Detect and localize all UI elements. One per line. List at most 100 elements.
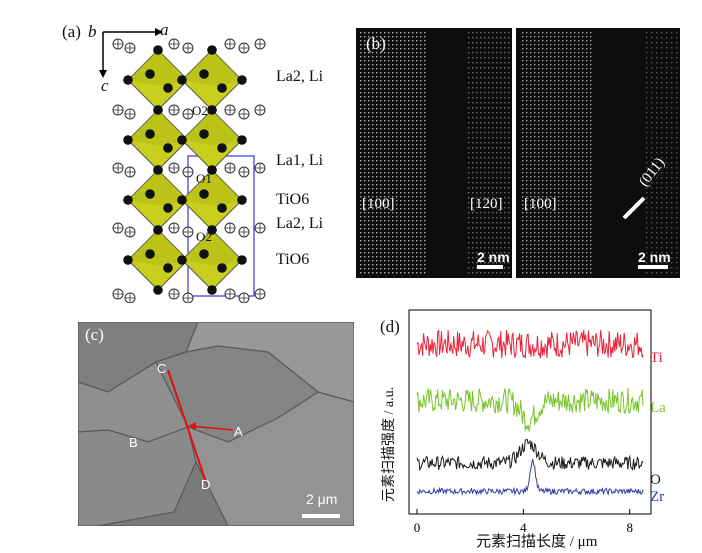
- lattice-dot: [578, 152, 580, 154]
- lattice-dot: [392, 120, 394, 122]
- lattice-dot: [468, 212, 470, 214]
- lattice-dot: [476, 162, 478, 164]
- lattice-dot: [376, 204, 378, 206]
- lattice-dot: [476, 172, 478, 174]
- lattice-dot: [488, 207, 490, 209]
- lattice-dot: [468, 252, 470, 254]
- lattice-dot: [380, 268, 382, 270]
- lattice-dot: [562, 84, 564, 86]
- lattice-dot: [538, 164, 540, 166]
- lattice-dot: [404, 80, 406, 82]
- lattice-dot: [522, 56, 524, 58]
- lattice-dot: [574, 124, 576, 126]
- lattice-dot: [372, 212, 374, 214]
- lattice-dot: [368, 240, 370, 242]
- lattice-dot: [416, 128, 418, 130]
- lattice-dot: [578, 68, 580, 70]
- lattice-dot: [566, 148, 568, 150]
- lattice-dot: [504, 167, 506, 169]
- axis-arrows-icon: [99, 28, 163, 78]
- lattice-dot: [380, 232, 382, 234]
- lattice-dot: [550, 80, 552, 82]
- lattice-dot: [558, 224, 560, 226]
- lattice-dot: [380, 236, 382, 238]
- lattice-dot: [590, 64, 592, 66]
- lattice-dot: [412, 132, 414, 134]
- lattice-dot: [546, 76, 548, 78]
- lattice-dot: [582, 36, 584, 38]
- lattice-dot: [550, 224, 552, 226]
- lattice-dot: [526, 184, 528, 186]
- lattice-dot: [488, 117, 490, 119]
- lattice-dot: [404, 260, 406, 262]
- lattice-dot: [380, 164, 382, 166]
- lattice-dot: [480, 172, 482, 174]
- lattice-dot: [646, 122, 648, 124]
- lattice-dot: [574, 260, 576, 262]
- lattice-dot: [582, 172, 584, 174]
- lattice-dot: [566, 60, 568, 62]
- lattice-dot: [476, 77, 478, 79]
- lattice-dot: [400, 32, 402, 34]
- lattice-dot: [392, 224, 394, 226]
- lattice-dot: [404, 36, 406, 38]
- lattice-dot: [582, 236, 584, 238]
- lattice-dot: [400, 228, 402, 230]
- lattice-dot: [534, 48, 536, 50]
- lattice-dot: [396, 184, 398, 186]
- lattice-dot: [368, 252, 370, 254]
- lattice-dot: [656, 197, 658, 199]
- lattice-dot: [388, 244, 390, 246]
- lattice-dot: [508, 137, 510, 139]
- lattice-dot: [570, 200, 572, 202]
- lattice-dot: [476, 62, 478, 64]
- lattice-dot: [586, 92, 588, 94]
- lattice-dot: [400, 208, 402, 210]
- lattice-dot: [476, 187, 478, 189]
- lattice-dot: [661, 42, 663, 44]
- y-axis-label: 元素扫描强度 / a.u.: [382, 386, 397, 502]
- lattice-dot: [554, 108, 556, 110]
- lattice-dot: [562, 76, 564, 78]
- lattice-dot: [484, 212, 486, 214]
- lattice-dot: [582, 248, 584, 250]
- lattice-dot: [416, 228, 418, 230]
- layer-label-3: TiO6: [276, 191, 310, 208]
- lattice-dot: [671, 102, 673, 104]
- lattice-dot: [500, 142, 502, 144]
- lattice-dot: [420, 104, 422, 106]
- lattice-dot: [526, 56, 528, 58]
- lattice-dot: [504, 192, 506, 194]
- lattice-dot: [472, 132, 474, 134]
- lattice-dot: [526, 192, 528, 194]
- lattice-dot: [396, 224, 398, 226]
- lattice-dot: [554, 240, 556, 242]
- lattice-dot: [542, 36, 544, 38]
- lattice-dot: [656, 167, 658, 169]
- lattice-dot: [488, 102, 490, 104]
- lattice-dot: [412, 124, 414, 126]
- lattice-dot: [500, 172, 502, 174]
- lattice-dot: [420, 204, 422, 206]
- lattice-dot: [586, 72, 588, 74]
- lattice-dot: [666, 137, 668, 139]
- lattice-dot: [590, 272, 592, 274]
- lattice-dot: [566, 152, 568, 154]
- lattice-dot: [504, 207, 506, 209]
- lattice-dot: [368, 200, 370, 202]
- lattice-dot: [661, 247, 663, 249]
- lattice-dot: [522, 196, 524, 198]
- lattice-dot: [651, 127, 653, 129]
- lattice-dot: [554, 264, 556, 266]
- lattice-dot: [420, 220, 422, 222]
- lattice-dot: [500, 57, 502, 59]
- layer-label-1: La2, Li: [276, 68, 324, 85]
- lattice-dot: [666, 162, 668, 164]
- lattice-dot: [376, 80, 378, 82]
- lattice-dot: [504, 32, 506, 34]
- lattice-dot: [538, 236, 540, 238]
- lattice-dot: [550, 32, 552, 34]
- lattice-dot: [578, 212, 580, 214]
- axis-b-label: b: [88, 22, 97, 41]
- lattice-dot: [566, 168, 568, 170]
